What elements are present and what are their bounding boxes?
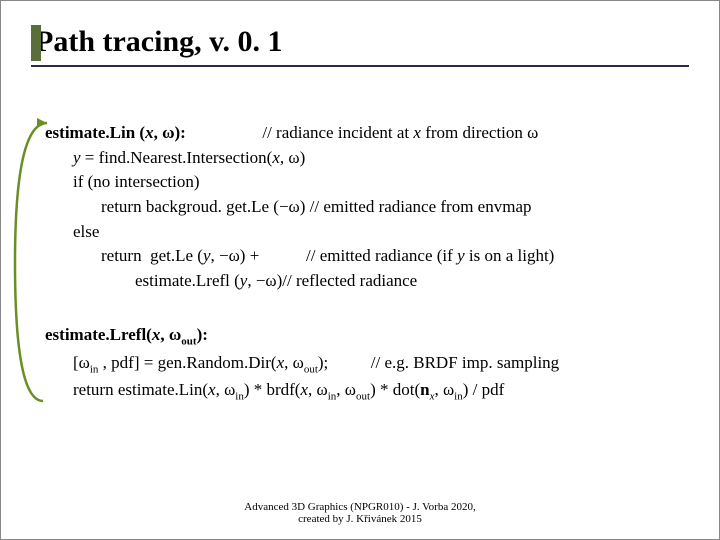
code-line: estimate.Lin (x, ω): // radiance inciden…: [45, 121, 695, 146]
estimate-lrefl-block: estimate.Lrefl(x, ωout): [ωin , pdf] = g…: [45, 323, 695, 405]
code-line: else: [45, 220, 695, 245]
code-line: [ωin , pdf] = gen.Random.Dir(x, ωout); /…: [45, 351, 695, 378]
pseudocode-content: estimate.Lin (x, ω): // radiance inciden…: [45, 121, 695, 405]
estimate-lin-block: estimate.Lin (x, ω): // radiance inciden…: [45, 121, 695, 293]
code-line: estimate.Lrefl(x, ωout):: [45, 323, 695, 350]
code-line: return backgroud. get.Le (−ω) // emitted…: [45, 195, 695, 220]
title-bar: Path tracing, v. 0. 1: [31, 25, 689, 67]
footer-line-2: created by J. Křivánek 2015: [1, 513, 719, 525]
title-accent: [31, 25, 41, 61]
slide-title: Path tracing, v. 0. 1: [31, 25, 689, 59]
func-name: estimate.Lin (: [45, 123, 145, 142]
code-line: y = find.Nearest.Intersection(x, ω): [45, 146, 695, 171]
code-line: if (no intersection): [45, 170, 695, 195]
code-line: return estimate.Lin(x, ωin) * brdf(x, ωi…: [45, 378, 695, 405]
code-line: estimate.Lrefl (y, −ω)// reflected radia…: [45, 269, 695, 294]
footer: Advanced 3D Graphics (NPGR010) - J. Vorb…: [1, 501, 719, 525]
code-line: return get.Le (y, −ω) + // emitted radia…: [45, 244, 695, 269]
footer-line-1: Advanced 3D Graphics (NPGR010) - J. Vorb…: [1, 501, 719, 513]
